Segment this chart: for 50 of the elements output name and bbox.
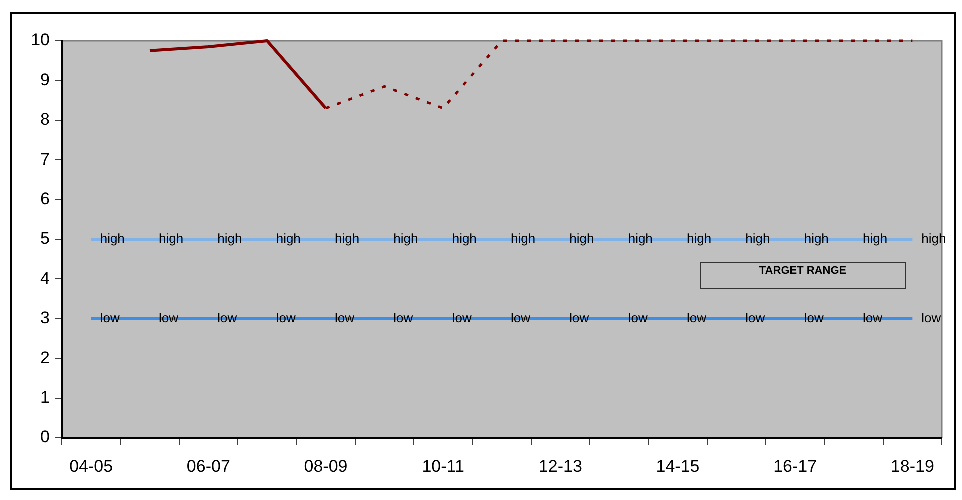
text: high xyxy=(394,231,418,246)
text: high xyxy=(218,231,242,246)
x-tick-label: 18-19 xyxy=(890,456,934,476)
text: low xyxy=(687,310,707,326)
text: high xyxy=(276,231,301,246)
y-tick-label: 1 xyxy=(40,388,50,407)
text: high xyxy=(335,231,360,246)
text: high xyxy=(922,231,946,246)
text: low xyxy=(276,310,296,326)
text: low xyxy=(159,310,179,326)
y-tick-label: 3 xyxy=(40,308,50,328)
x-tick-label: 16-17 xyxy=(774,456,818,476)
y-tick-label: 8 xyxy=(40,110,50,130)
text: low xyxy=(746,310,766,326)
y-tick-label: 10 xyxy=(31,30,50,50)
x-tick-label: 12-13 xyxy=(538,456,582,476)
text: high xyxy=(628,231,653,246)
y-tick-label: 0 xyxy=(40,428,50,447)
text: low xyxy=(394,310,414,326)
y-tick-label: 6 xyxy=(40,189,50,208)
text: low xyxy=(863,310,883,326)
text: high xyxy=(511,231,536,246)
annotation: TARGET RANGE xyxy=(758,265,848,277)
text: high xyxy=(687,231,712,246)
x-tick-label: 08-09 xyxy=(304,456,348,476)
series-label: high xyxy=(100,231,125,246)
text: low xyxy=(335,310,355,326)
text: low xyxy=(922,310,942,326)
text: high xyxy=(804,231,829,246)
text: low xyxy=(804,310,824,326)
x-tick-label: 04-05 xyxy=(70,456,114,476)
text: low xyxy=(570,310,590,326)
y-tick-label: 2 xyxy=(40,348,50,368)
x-tick-label: 14-15 xyxy=(656,456,700,476)
text: low xyxy=(628,310,648,326)
y-tick-label: 4 xyxy=(40,268,50,288)
y-tick-label: 9 xyxy=(40,70,50,90)
series-label: low xyxy=(100,310,120,326)
y-tick-label: 5 xyxy=(40,229,50,248)
text: high xyxy=(452,231,477,246)
text: high xyxy=(746,231,770,246)
text: high xyxy=(570,231,594,246)
x-tick-label: 06-07 xyxy=(186,456,230,476)
x-tick-label: 10-11 xyxy=(422,456,464,476)
text: low xyxy=(452,310,472,326)
text: low xyxy=(511,310,531,326)
text: high xyxy=(159,231,184,246)
text: high xyxy=(863,231,888,246)
y-tick-label: 7 xyxy=(40,150,50,169)
text: low xyxy=(218,310,238,326)
